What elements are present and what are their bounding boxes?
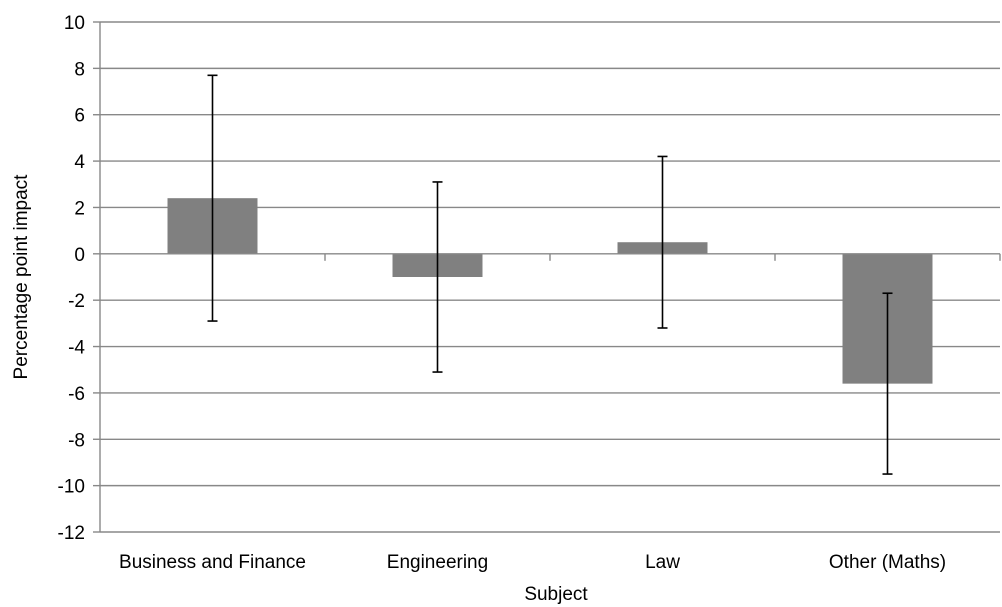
error-bars [207, 74, 893, 475]
y-tick-label: -8 [68, 430, 85, 451]
y-tick-label: -2 [68, 291, 85, 312]
bars [167, 198, 933, 384]
y-tick-label: 8 [74, 59, 85, 80]
y-axis-title: Percentage point impact [11, 174, 32, 380]
y-tick-label: 0 [74, 245, 85, 266]
y-tick-label: -4 [68, 338, 85, 359]
x-tick-label: Engineering [387, 552, 488, 573]
y-tick-labels: 10 8 6 4 2 0 -2 -4 -6 -8 -10 -12 [58, 13, 86, 544]
y-tick-label: 2 [74, 198, 85, 219]
y-tick-label: 4 [74, 152, 85, 173]
x-tick-label: Other (Maths) [829, 552, 946, 573]
gridlines [100, 21, 1000, 533]
x-tick-label: Law [645, 552, 680, 573]
x-axis-title: Subject [524, 584, 588, 605]
x-tick-label: Business and Finance [119, 552, 306, 573]
y-tick-label: -10 [58, 477, 85, 498]
x-tick-labels: Business and Finance Engineering Law Other … [119, 552, 946, 573]
y-tick-label: -12 [58, 523, 85, 544]
y-tick-label: 6 [74, 106, 85, 127]
axes [93, 21, 1001, 533]
y-tick-label: -6 [68, 384, 85, 405]
y-tick-label: 10 [64, 13, 85, 34]
